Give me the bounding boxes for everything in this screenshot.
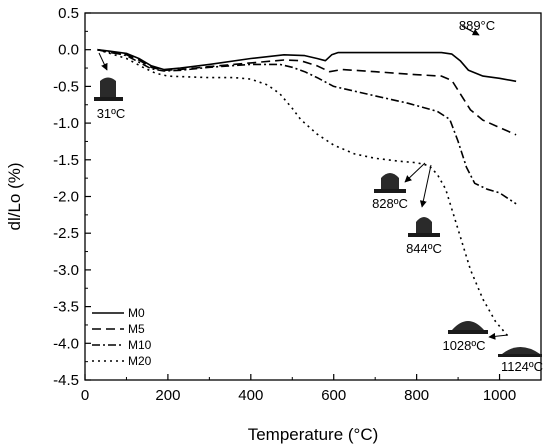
series-line-m20 [97,48,509,337]
y-tick-label: -3.5 [53,299,79,316]
series-line-m0 [97,48,517,83]
annotation-label: 31ºC [97,106,126,121]
y-axis-title: dl/Lo (%) [5,162,24,230]
legend-label-m5: M5 [128,322,145,336]
series-line-m5 [97,48,517,136]
annotation-arrows [98,25,509,340]
annotation-arrow [488,332,509,340]
y-tick-label: 0.5 [58,5,79,22]
annotation-arrow [98,52,108,71]
series-group [97,48,517,337]
specimen-icon-1124 [498,347,542,357]
plot-area: 0 200 400 600 800 1000 0.5 0.0 -0.5 -1.0 -1.5 -2.0 -… [5,5,542,444]
annotation-label: 828ºC [372,196,408,211]
y-tick-label: -2.5 [53,225,79,242]
annotation-label: 1124ºC [501,359,543,374]
y-tick-label: -1.5 [53,152,79,169]
y-tick-label: -4.5 [53,372,79,389]
annotation-arrow [419,164,432,208]
specimen-icons [94,77,542,357]
annotation-arrow [404,162,426,183]
y-tick-label: -0.5 [53,78,79,95]
legend-label-m10: M10 [128,338,152,352]
specimen-icon-31 [94,77,123,101]
annotation-label: 844ºC [406,241,442,256]
legend: M0 M5 M10 M20 [92,306,152,368]
specimen-icon-1028 [448,321,488,334]
x-tick-label: 600 [321,387,346,404]
y-tick-label: -1.0 [53,115,79,132]
y-tick-label: 0.0 [58,42,79,59]
y-tick-label: -4.0 [53,335,79,352]
specimen-icon-828 [374,173,406,193]
x-tick-label: 800 [404,387,429,404]
annotation-label: 1028ºC [442,338,485,353]
annotation-label: 889°C [459,18,495,33]
legend-label-m0: M0 [128,306,145,320]
x-tick-label: 0 [81,387,89,404]
x-tick-label: 1000 [483,387,516,404]
x-tick-label: 400 [238,387,263,404]
specimen-icon-844 [408,217,440,237]
x-axis-title: Temperature (°C) [248,425,379,444]
series-line-m10 [97,48,517,205]
annotation-arrow [461,25,480,36]
y-tick-label: -3.0 [53,262,79,279]
annotation-labels: 31ºC 828ºC 844ºC 889°C 1028ºC 1124ºC [97,18,543,374]
legend-label-m20: M20 [128,354,152,368]
x-tick-label: 200 [155,387,180,404]
y-tick-label: -2.0 [53,189,79,206]
